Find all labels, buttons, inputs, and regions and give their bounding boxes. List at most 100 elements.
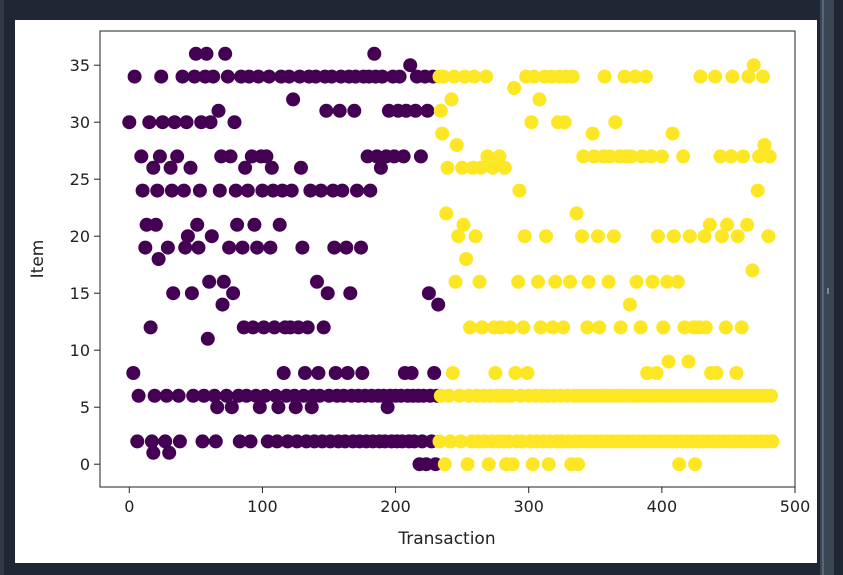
data-point xyxy=(427,366,442,380)
data-point xyxy=(250,240,265,255)
data-point xyxy=(259,149,274,164)
data-point xyxy=(270,434,285,449)
data-point xyxy=(613,320,628,335)
data-point xyxy=(444,92,459,107)
data-point xyxy=(449,138,464,152)
y-axis: 0 5 10 15 20 25 30 35 xyxy=(70,56,100,474)
data-point xyxy=(327,240,342,255)
data-point xyxy=(508,366,523,380)
data-point xyxy=(440,160,455,175)
data-point xyxy=(332,103,347,118)
data-point xyxy=(672,457,687,472)
data-point xyxy=(709,366,724,380)
data-point xyxy=(151,252,166,266)
data-point xyxy=(350,183,364,198)
data-point xyxy=(455,160,470,175)
data-point xyxy=(492,149,507,164)
data-point xyxy=(320,286,335,301)
data-point xyxy=(134,149,149,164)
data-point xyxy=(420,103,435,118)
data-point xyxy=(473,160,488,175)
data-point xyxy=(154,69,169,84)
data-point xyxy=(468,229,483,244)
data-point xyxy=(271,400,286,415)
data-point xyxy=(232,434,247,449)
data-point xyxy=(459,252,474,266)
data-point xyxy=(746,58,761,73)
data-point xyxy=(148,217,163,232)
data-point xyxy=(176,183,191,198)
data-point xyxy=(247,217,262,232)
data-point xyxy=(436,69,451,84)
data-point xyxy=(200,331,215,346)
data-point xyxy=(439,206,454,221)
data-point xyxy=(591,229,605,244)
data-point xyxy=(122,115,137,130)
data-point xyxy=(539,229,553,244)
data-point xyxy=(713,149,728,164)
data-point xyxy=(718,320,733,335)
data-point xyxy=(520,366,535,380)
data-point xyxy=(135,183,150,198)
data-point xyxy=(563,274,577,289)
x-axis: 0 100 200 300 400 500 xyxy=(124,487,810,516)
data-point xyxy=(644,149,659,164)
y-tick-label: 15 xyxy=(70,284,90,303)
data-point xyxy=(453,434,468,449)
data-point xyxy=(404,366,419,380)
data-point xyxy=(527,69,541,84)
data-point xyxy=(160,240,175,255)
data-point xyxy=(688,457,703,472)
data-point xyxy=(392,69,407,84)
data-point xyxy=(130,434,145,449)
data-point xyxy=(255,183,270,198)
data-point xyxy=(310,274,324,289)
data-point xyxy=(183,160,198,175)
data-point xyxy=(475,320,490,335)
data-point xyxy=(339,240,354,255)
data-point xyxy=(485,160,500,175)
data-point xyxy=(347,103,362,118)
data-point xyxy=(188,46,203,61)
data-point xyxy=(230,217,245,232)
data-point xyxy=(752,149,767,164)
data-point xyxy=(729,366,744,380)
data-point xyxy=(649,366,664,380)
data-point xyxy=(681,354,696,369)
data-point xyxy=(408,103,423,118)
data-point xyxy=(163,160,178,175)
data-point xyxy=(724,149,739,164)
data-point xyxy=(166,286,181,301)
data-point xyxy=(300,320,315,335)
data-point xyxy=(286,92,301,107)
y-tick-label: 35 xyxy=(70,56,90,75)
data-point xyxy=(548,274,563,289)
data-point xyxy=(740,217,755,232)
data-point xyxy=(222,240,237,255)
data-point xyxy=(765,434,780,449)
data-point xyxy=(294,160,308,175)
data-point xyxy=(196,388,211,403)
y-tick-label: 10 xyxy=(70,341,90,360)
data-point xyxy=(497,160,512,175)
data-point xyxy=(525,457,540,472)
data-point xyxy=(580,320,595,335)
data-point xyxy=(472,274,487,289)
data-point xyxy=(186,388,201,403)
scatter-chart: 0 100 200 300 400 500 0 5 10 15 20 25 30 35 Transact… xyxy=(28,30,810,549)
axes-frame xyxy=(99,30,796,488)
x-axis-label: Transaction xyxy=(397,529,495,549)
data-point xyxy=(463,320,478,335)
data-point xyxy=(179,115,194,130)
data-point xyxy=(517,229,532,244)
data-point xyxy=(503,320,518,335)
x-tick-label: 400 xyxy=(647,497,678,516)
data-point xyxy=(638,69,653,84)
data-point xyxy=(481,457,496,472)
data-point xyxy=(159,388,174,403)
data-point xyxy=(363,183,378,198)
data-point xyxy=(187,69,202,84)
data-point xyxy=(421,286,436,301)
y-tick-label: 0 xyxy=(80,455,90,474)
data-point xyxy=(512,183,527,198)
